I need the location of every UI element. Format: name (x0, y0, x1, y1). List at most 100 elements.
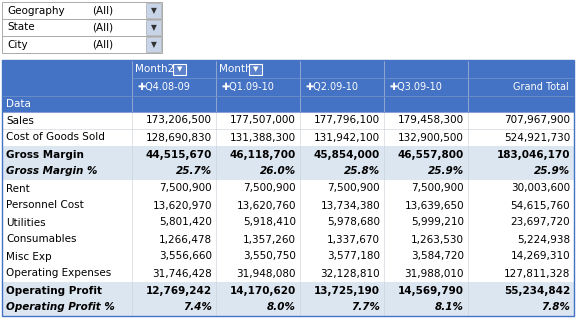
Bar (2, 112, 574, 129)
Text: 14,269,310: 14,269,310 (510, 252, 570, 262)
Text: City: City (7, 40, 28, 49)
Text: 177,796,100: 177,796,100 (314, 116, 380, 125)
Text: 5,978,680: 5,978,680 (327, 217, 380, 227)
Text: 26.0%: 26.0% (260, 167, 296, 177)
Text: 5,224,938: 5,224,938 (517, 234, 570, 244)
Bar (2, 299, 574, 316)
Text: 54,615,760: 54,615,760 (510, 201, 570, 210)
Text: Gross Margin %: Gross Margin % (6, 167, 97, 177)
Text: 45,854,000: 45,854,000 (314, 149, 380, 159)
Bar (2, 231, 574, 248)
Text: 25.9%: 25.9% (428, 167, 464, 177)
Text: 13,734,380: 13,734,380 (320, 201, 380, 210)
Text: 46,118,700: 46,118,700 (230, 149, 296, 159)
Text: 179,458,300: 179,458,300 (398, 116, 464, 125)
Text: ▼: ▼ (253, 66, 258, 72)
Bar (2, 129, 574, 146)
Text: ✚Q4.08-09: ✚Q4.08-09 (137, 82, 190, 92)
Text: 131,388,300: 131,388,300 (230, 132, 296, 142)
Bar (146, 3, 161, 18)
Text: 173,206,500: 173,206,500 (146, 116, 212, 125)
Text: 44,515,670: 44,515,670 (146, 149, 212, 159)
Text: 14,569,790: 14,569,790 (398, 286, 464, 295)
Bar (2, 163, 574, 180)
Bar (2, 214, 574, 231)
Text: ▼: ▼ (150, 6, 157, 15)
Text: 7,500,900: 7,500,900 (327, 184, 380, 194)
Text: 13,639,650: 13,639,650 (404, 201, 464, 210)
Text: 7.8%: 7.8% (541, 302, 570, 312)
Text: 3,550,750: 3,550,750 (243, 252, 296, 262)
Text: ✚Q2.09-10: ✚Q2.09-10 (305, 82, 358, 92)
Text: 5,801,420: 5,801,420 (159, 217, 212, 227)
Text: 7.7%: 7.7% (351, 302, 380, 312)
Text: Grand Total: Grand Total (513, 82, 569, 92)
Text: 55,234,842: 55,234,842 (504, 286, 570, 295)
Bar (2, 248, 574, 265)
Text: Misc Exp: Misc Exp (6, 252, 52, 262)
Text: Rent: Rent (6, 184, 30, 194)
Text: 1,337,670: 1,337,670 (327, 234, 380, 244)
Text: ✚Q3.09-10: ✚Q3.09-10 (389, 82, 442, 92)
Bar (2, 19, 162, 36)
Text: 31,948,080: 31,948,080 (237, 269, 296, 279)
Text: 12,769,242: 12,769,242 (146, 286, 212, 295)
Text: Operating Expenses: Operating Expenses (6, 269, 111, 279)
Text: Month2: Month2 (135, 64, 175, 74)
Text: (All): (All) (92, 40, 113, 49)
Bar (2, 282, 574, 299)
Text: Personnel Cost: Personnel Cost (6, 201, 84, 210)
Bar (2, 146, 574, 163)
Text: 707,967,900: 707,967,900 (504, 116, 570, 125)
Bar (2, 60, 574, 78)
Text: 8.1%: 8.1% (435, 302, 464, 312)
Text: ✚Q1.09-10: ✚Q1.09-10 (221, 82, 274, 92)
Text: 30,003,600: 30,003,600 (511, 184, 570, 194)
Text: 131,942,100: 131,942,100 (314, 132, 380, 142)
Text: 46,557,800: 46,557,800 (398, 149, 464, 159)
Bar (146, 37, 161, 52)
Text: 183,046,170: 183,046,170 (497, 149, 570, 159)
Bar (146, 20, 161, 35)
Text: 128,690,830: 128,690,830 (146, 132, 212, 142)
Text: 5,999,210: 5,999,210 (411, 217, 464, 227)
Text: 1,263,530: 1,263,530 (411, 234, 464, 244)
Text: Gross Margin: Gross Margin (6, 149, 84, 159)
Text: Data: Data (6, 99, 31, 109)
Text: 13,725,190: 13,725,190 (314, 286, 380, 295)
Text: ▼: ▼ (177, 66, 182, 72)
Text: 3,577,180: 3,577,180 (327, 252, 380, 262)
Text: Operating Profit %: Operating Profit % (6, 302, 115, 312)
Text: 3,556,660: 3,556,660 (159, 252, 212, 262)
Text: 31,988,010: 31,988,010 (404, 269, 464, 279)
Text: 14,170,620: 14,170,620 (230, 286, 296, 295)
Text: 31,746,428: 31,746,428 (152, 269, 212, 279)
Text: ▼: ▼ (150, 23, 157, 32)
Text: 23,697,720: 23,697,720 (510, 217, 570, 227)
Text: 127,811,328: 127,811,328 (503, 269, 570, 279)
Text: 5,918,410: 5,918,410 (243, 217, 296, 227)
Bar (2, 265, 574, 282)
Text: State: State (7, 23, 35, 33)
Text: 177,507,000: 177,507,000 (230, 116, 296, 125)
Text: 1,357,260: 1,357,260 (243, 234, 296, 244)
Bar (2, 180, 574, 197)
Text: 7,500,900: 7,500,900 (160, 184, 212, 194)
Text: 1,266,478: 1,266,478 (159, 234, 212, 244)
Bar (2, 60, 574, 316)
Bar (2, 36, 162, 53)
Text: 13,620,970: 13,620,970 (153, 201, 212, 210)
Text: 25.7%: 25.7% (176, 167, 212, 177)
Text: 13,620,760: 13,620,760 (237, 201, 296, 210)
Text: Sales: Sales (6, 116, 34, 125)
Text: 25.8%: 25.8% (344, 167, 380, 177)
Text: ▼: ▼ (150, 40, 157, 49)
Text: Cost of Goods Sold: Cost of Goods Sold (6, 132, 105, 142)
Bar (2, 78, 574, 96)
Bar (2, 96, 574, 112)
Text: Consumables: Consumables (6, 234, 77, 244)
Text: (All): (All) (92, 23, 113, 33)
Text: 8.0%: 8.0% (267, 302, 296, 312)
Text: 132,900,500: 132,900,500 (398, 132, 464, 142)
Text: Utilities: Utilities (6, 217, 46, 227)
